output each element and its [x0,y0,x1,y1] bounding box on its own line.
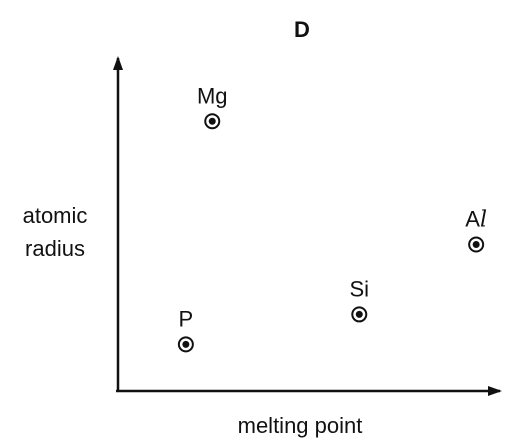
chart-title: D [294,17,310,42]
point-label: Mg [197,83,228,108]
data-points: Mg Al Si P [177,83,487,353]
x-axis-label: melting point [238,413,363,438]
y-axis-label-line-1: atomic [23,203,88,228]
point-marker-dot [472,240,480,248]
data-point-al: Al [465,206,487,253]
point-label: P [179,306,194,331]
data-point-si: Si [349,276,369,323]
data-point-p: P [177,306,194,353]
point-label: Al [465,206,487,232]
point-marker-dot [182,340,190,348]
point-marker-dot [355,310,363,318]
point-marker-dot [208,117,216,125]
point-label: Si [349,276,369,301]
data-point-mg: Mg [197,83,228,130]
y-axis-label-line-2: radius [25,236,85,261]
